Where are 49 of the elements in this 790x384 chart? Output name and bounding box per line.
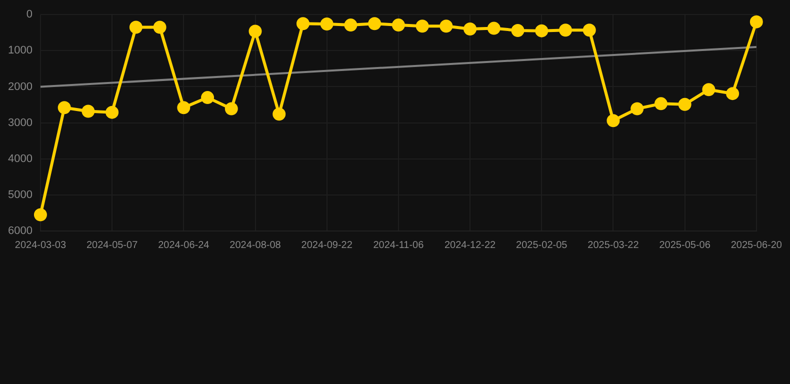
x-tick-label: 2024-09-22 [301, 240, 353, 251]
point [702, 83, 716, 96]
point [177, 101, 190, 114]
point [34, 208, 47, 222]
point [678, 98, 692, 111]
x-tick-label: 2024-03-03 [14, 240, 66, 251]
point [726, 87, 740, 100]
x-tick-label: 2025-02-05 [516, 240, 568, 251]
x-tick-label: 2025-05-06 [659, 240, 711, 251]
x-tick-label: 2024-06-24 [158, 240, 210, 251]
point [248, 24, 262, 38]
point [296, 17, 310, 30]
point [750, 15, 763, 28]
x-tick-label: 2024-05-07 [86, 240, 138, 251]
x-tick-label: 2024-12-22 [444, 240, 496, 251]
point [535, 24, 548, 38]
point [487, 22, 500, 35]
x-tick-label: 2025-06-20 [730, 240, 782, 251]
x-tick-label: 2025-03-22 [588, 240, 640, 251]
point [464, 22, 477, 36]
point [153, 20, 166, 34]
point [82, 104, 95, 118]
point [416, 20, 429, 33]
point [344, 18, 358, 32]
y-tick-label: 6000 [8, 225, 32, 238]
point [582, 24, 596, 37]
y-tick-label: 5000 [8, 188, 32, 201]
point [201, 91, 214, 104]
y-tick-label: 1000 [8, 44, 32, 57]
x-tick-label: 2024-11-06 [373, 240, 424, 251]
y-tick-label: 2000 [8, 80, 32, 93]
point [106, 106, 119, 119]
point [559, 24, 572, 37]
point [272, 108, 286, 121]
point [320, 17, 334, 30]
y-tick-label: 0 [26, 8, 32, 21]
point [440, 20, 453, 33]
point [392, 18, 405, 32]
point [368, 17, 382, 30]
point [511, 24, 524, 37]
point [129, 20, 142, 34]
y-tick-label: 3000 [8, 116, 32, 129]
point [224, 102, 238, 116]
point [630, 102, 644, 116]
point [654, 97, 668, 110]
y-tick-label: 4000 [8, 152, 32, 165]
point [606, 114, 620, 128]
point [58, 101, 71, 114]
x-tick-label: 2024-08-08 [230, 240, 282, 251]
